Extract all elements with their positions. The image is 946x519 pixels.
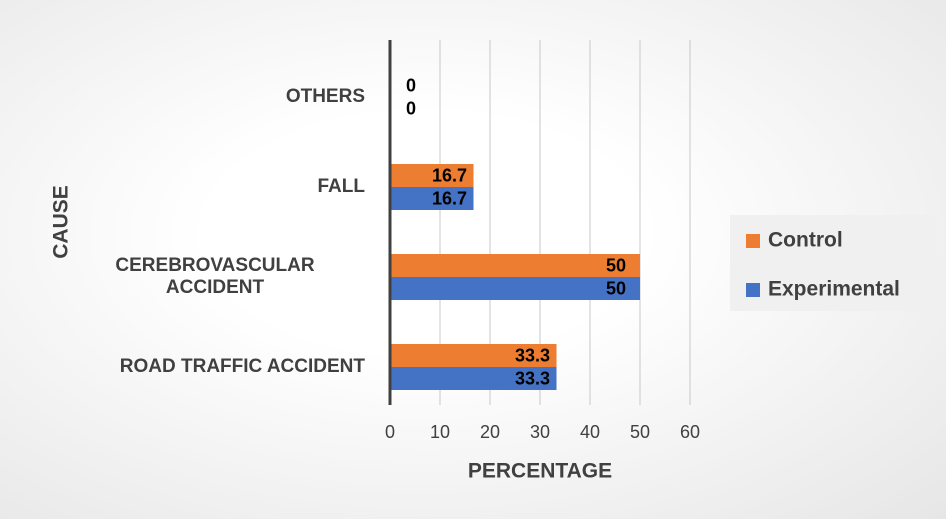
y-tick-label: OTHERS [65,86,365,108]
data-label: 16.7 [432,165,467,185]
bar [390,344,557,367]
legend-label: Control [768,229,843,252]
bar [390,164,474,187]
x-tick-label: 0 [385,422,395,442]
legend-swatch [746,234,760,248]
y-axis-title: CAUSE [50,185,73,259]
bar [390,367,557,390]
bar [390,277,640,300]
x-tick-label: 60 [680,422,700,442]
data-label: 50 [606,278,626,298]
legend-box [730,215,940,311]
legend-label: Experimental [768,278,900,301]
y-tick-label: ROAD TRAFFIC ACCIDENT [65,356,365,378]
data-label: 16.7 [432,188,467,208]
y-tick-text: OTHERS [285,86,365,107]
y-tick-text: FALL [317,176,366,197]
data-label: 33.3 [515,368,550,388]
x-tick-label: 50 [630,422,650,442]
y-tick-text: CEREBROVASCULAR ACCIDENT [115,255,315,298]
bar [390,254,640,277]
bar [390,187,474,210]
legend-swatch [746,283,760,297]
x-tick-label: 40 [580,422,600,442]
x-tick-label: 10 [430,422,450,442]
y-tick-label: CEREBROVASCULAR ACCIDENT [65,255,365,299]
x-axis-title: PERCENTAGE [468,460,612,483]
data-label: 50 [606,255,626,275]
data-label: 0 [406,75,416,95]
x-tick-label: 20 [480,422,500,442]
x-tick-label: 30 [530,422,550,442]
y-tick-label: FALL [65,176,366,198]
data-label: 0 [406,98,416,118]
y-tick-text: ROAD TRAFFIC ACCIDENT [119,356,365,377]
data-label: 33.3 [515,345,550,365]
